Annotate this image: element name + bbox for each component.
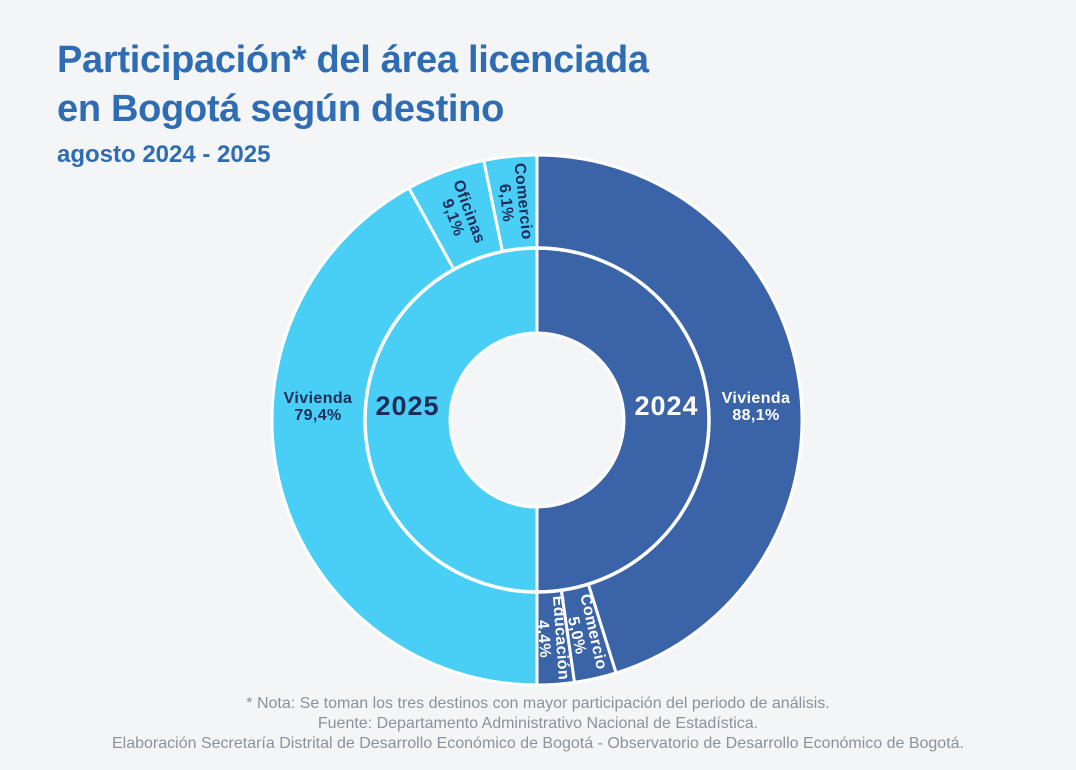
footer-notes: * Nota: Se toman los tres destinos con m…	[0, 694, 1076, 754]
header: Participación* del área licenciada en Bo…	[57, 36, 649, 170]
footnote: * Nota: Se toman los tres destinos con m…	[246, 695, 830, 712]
chart-title-line-1: Participación* del área licenciada	[57, 39, 649, 81]
elaboration-note: Elaboración Secretaría Distrital de Desa…	[112, 735, 964, 752]
year-label-2025: 2025	[375, 391, 439, 421]
year-label-2024: 2024	[634, 391, 698, 421]
chart-subtitle: agosto 2024 - 2025	[57, 141, 271, 168]
source-note: Fuente: Departamento Administrativo Naci…	[317, 715, 759, 732]
label-2024-educacion: Educación4,4%	[532, 595, 572, 682]
label-2024-vivienda: Vivienda 88,1%	[722, 390, 791, 424]
ring-separator-circle	[363, 246, 711, 594]
chart-title-line-2: en Bogotá según destino	[57, 88, 505, 130]
donut-rings: Vivienda 88,1%Comercio5,0%Educación4,4%20…	[270, 153, 804, 687]
label-2025-vivienda: Vivienda 79,4%	[284, 390, 353, 424]
